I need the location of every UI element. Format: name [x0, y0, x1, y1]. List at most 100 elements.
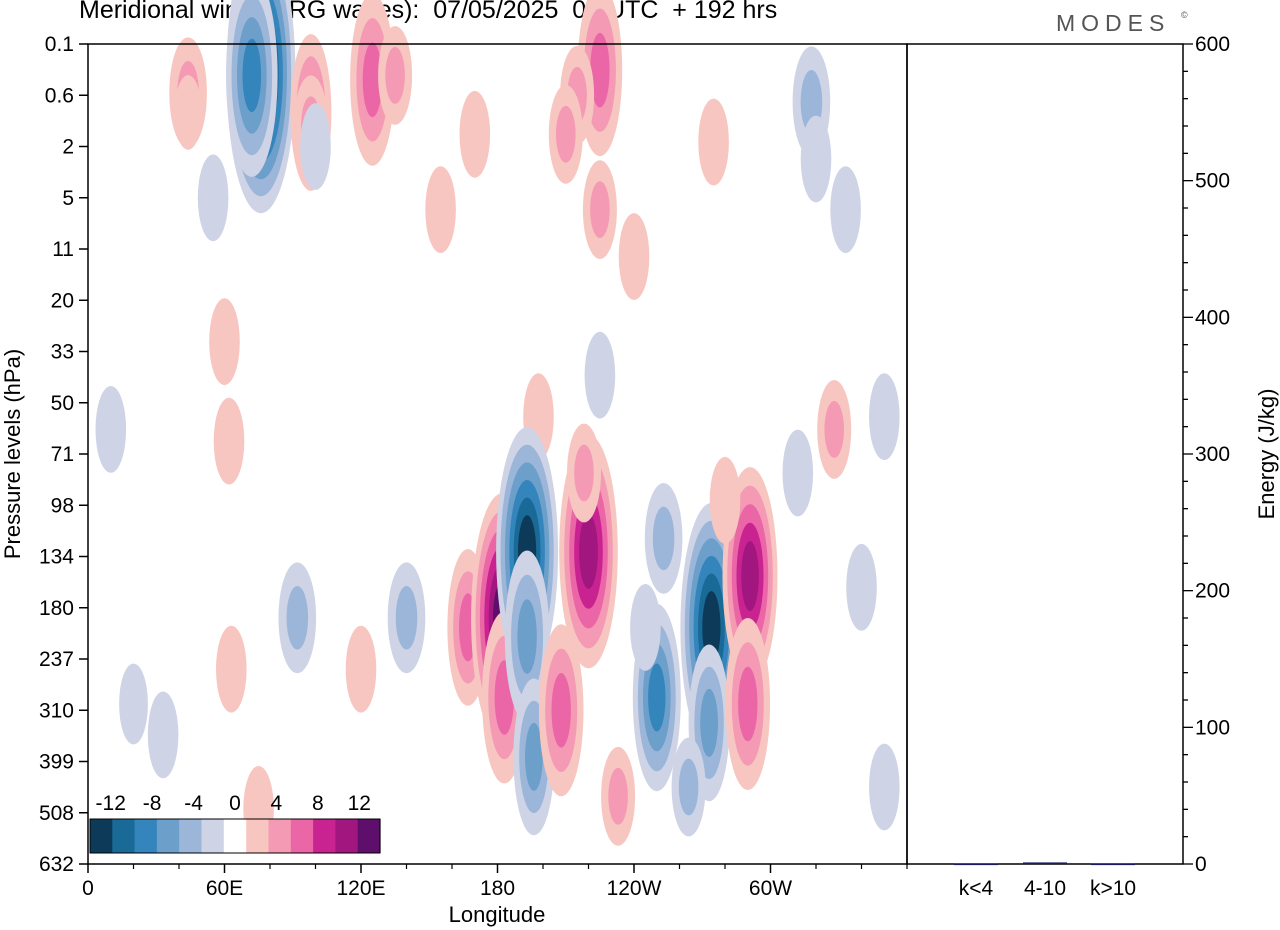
contour-band [700, 688, 718, 757]
field-feature-40 [567, 423, 601, 523]
field-feature-32 [345, 625, 377, 713]
contour-band [630, 584, 661, 671]
contour-band [678, 758, 699, 816]
colorbar-swatch [335, 819, 359, 853]
energy-category-label: k<4 [959, 877, 994, 900]
contour-band [574, 444, 594, 502]
x-tick-label: 60W [749, 877, 792, 900]
colorbar: -12 -8 -4 0 4 8 12 [89, 792, 381, 854]
contour-band [385, 47, 405, 104]
field-feature-22 [213, 397, 245, 485]
contour-band [584, 331, 616, 419]
field-feature-28 [95, 386, 127, 473]
colorbar-swatch [357, 819, 381, 853]
y-tick-label: 50 [51, 392, 74, 415]
y-tick-label: 71 [51, 443, 74, 466]
energy-category-label: k>10 [1090, 877, 1136, 900]
field-feature-52 [119, 663, 148, 745]
field-feature-16 [830, 166, 861, 254]
contour-band [362, 42, 383, 118]
x-tick-label: 120W [607, 877, 662, 900]
x-axis-label: Longitude [449, 902, 546, 927]
x-tick-label: 180 [480, 877, 515, 900]
field-feature-13 [698, 98, 729, 186]
y-axis-label: Pressure levels (hPa) [0, 349, 25, 559]
energy-category-label: 4-10 [1024, 877, 1066, 900]
contour-band [197, 154, 229, 242]
contour-band [869, 743, 900, 831]
contour-band [652, 506, 675, 571]
colorbar-label: -4 [184, 792, 203, 815]
contour-band [147, 691, 179, 779]
colorbar-label: -8 [143, 792, 162, 815]
energy-tick-label: 400 [1195, 306, 1230, 329]
contour-band [174, 75, 202, 150]
colorbar-swatch [134, 819, 158, 853]
colorbar-frame [89, 818, 381, 854]
contour-band [824, 401, 844, 458]
field-feature-41 [538, 624, 584, 797]
field-feature-21 [209, 298, 240, 386]
colorbar-swatch [313, 819, 336, 853]
colorbar-label: -12 [96, 792, 126, 815]
energy-bar-4-10 [1023, 862, 1067, 864]
colorbar-label: 12 [348, 792, 371, 815]
energy-tick-label: 200 [1195, 580, 1230, 603]
field-feature-20 [425, 166, 456, 254]
energy-bar-chart: 0 100 200 300 400 500 600 k<4 4-10 k>10 [954, 33, 1230, 900]
colorbar-swatch [223, 819, 247, 853]
y-tick-label: 632 [39, 853, 74, 876]
colorbar-swatch [268, 819, 292, 853]
field-feature-11 [582, 160, 617, 259]
colorbar-swatch [112, 819, 136, 853]
energy-bar-k<4 [954, 863, 998, 866]
x-tick-label: 0 [82, 877, 94, 900]
contour-band [741, 541, 759, 611]
contour-band [395, 586, 418, 650]
field-feature-50 [671, 737, 706, 837]
energy-tick-label: 300 [1195, 443, 1230, 466]
y-tick-label: 2 [62, 136, 74, 159]
field-feature-26 [869, 373, 900, 461]
y-tick-label: 237 [39, 648, 74, 671]
colorbar-label: 4 [271, 792, 283, 815]
contour-band [459, 90, 491, 178]
colorbar-swatch [90, 819, 113, 853]
field-feature-49 [709, 456, 741, 544]
contour-band [608, 767, 628, 825]
field-feature-56 [630, 584, 661, 671]
contour-band [830, 166, 861, 254]
y-tick-label: 399 [39, 751, 74, 774]
y-tick-label: 134 [39, 546, 74, 569]
brand-logo: MODES [1056, 10, 1171, 36]
energy-axis-label: Energy (J/kg) [1254, 389, 1279, 520]
contour-band [738, 666, 758, 742]
contour-band [869, 373, 900, 461]
energy-frame [906, 43, 1184, 865]
contour-band [782, 429, 814, 517]
contour-band [525, 722, 543, 791]
field-feature-10 [548, 84, 583, 184]
y-tick-label: 0.1 [45, 33, 74, 56]
contour-band [846, 543, 877, 631]
field-feature-25 [584, 331, 616, 419]
energy-bar-k>10 [1091, 863, 1135, 866]
y-tick-label: 310 [39, 699, 74, 722]
contour-band [556, 105, 576, 163]
y-tick-label: 33 [51, 341, 74, 364]
field-feature-18 [300, 103, 331, 190]
field-feature-31 [216, 625, 247, 713]
y-tick-label: 180 [39, 597, 74, 620]
contour-band [213, 397, 245, 485]
field-feature-55 [869, 743, 900, 831]
field-feature-37 [504, 550, 550, 723]
field-feature-12 [618, 213, 650, 300]
y-tick-label: 5 [62, 187, 74, 210]
y-tick-label: 508 [39, 802, 74, 825]
colorbar-swatch [290, 819, 314, 853]
contour-band [590, 32, 610, 108]
x-tick-label: 120E [336, 877, 385, 900]
field-feature-42 [601, 746, 636, 846]
contour-band [286, 586, 309, 650]
contour-band [242, 38, 262, 113]
